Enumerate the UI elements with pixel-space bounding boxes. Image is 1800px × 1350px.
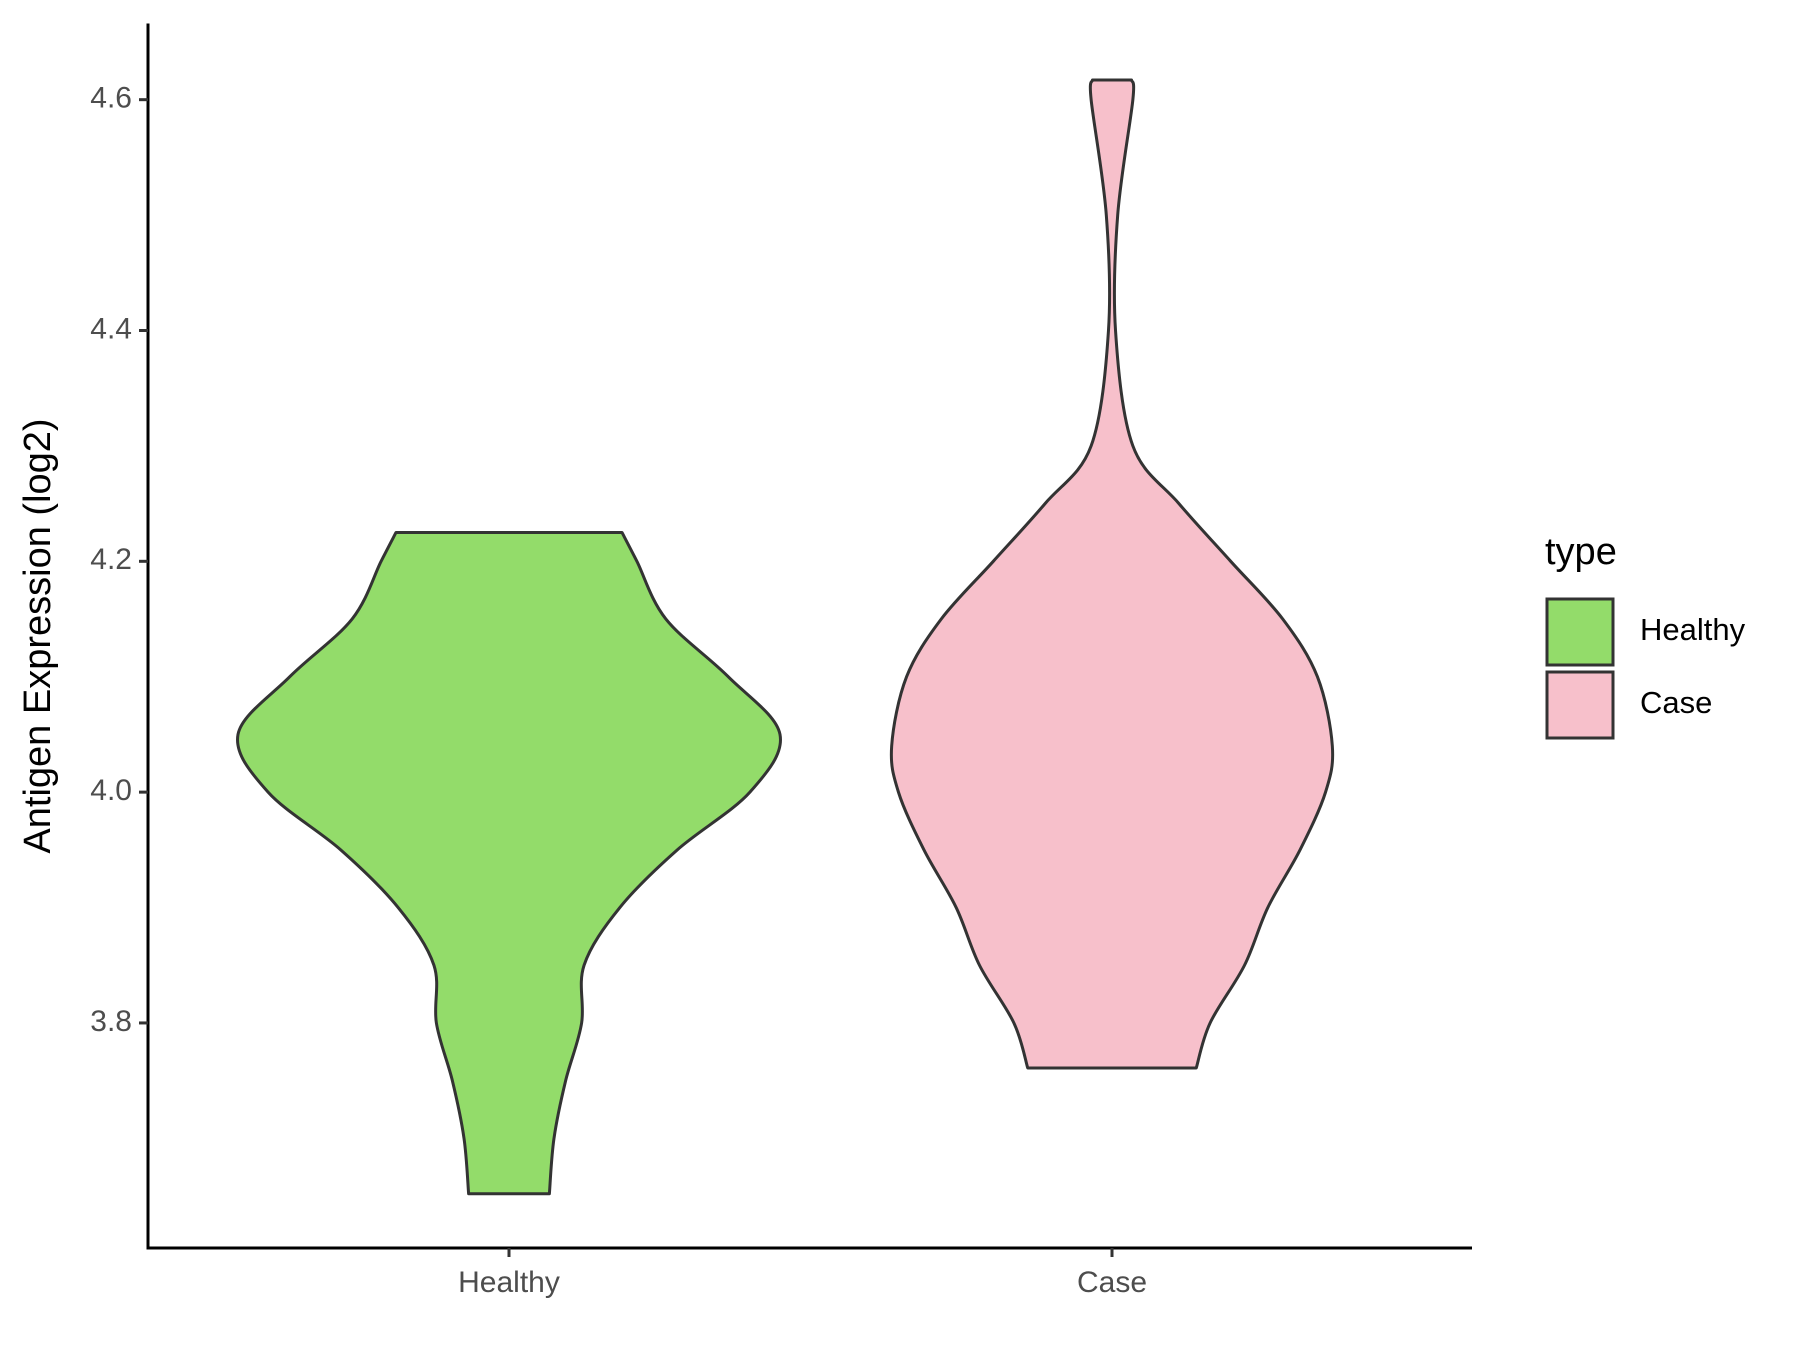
y-axis-title: Antigen Expression (log2): [17, 418, 59, 853]
x-tick-label: Healthy: [458, 1266, 560, 1299]
violin: [236, 530, 782, 1196]
y-tick-label: 4.6: [90, 82, 132, 115]
x-tick-label: Case: [1077, 1266, 1147, 1299]
legend-key: [1545, 597, 1615, 667]
legend-key: [1545, 670, 1615, 740]
y-tick-label: 4.0: [90, 774, 132, 807]
y-tick-label: 3.8: [90, 1005, 132, 1038]
legend-label: Case: [1640, 685, 1712, 720]
legend-title: type: [1545, 531, 1617, 573]
y-tick-label: 4.4: [90, 312, 132, 345]
violin: [889, 78, 1335, 1070]
y-tick-label: 4.2: [90, 543, 132, 576]
legend-label: Healthy: [1640, 612, 1746, 647]
